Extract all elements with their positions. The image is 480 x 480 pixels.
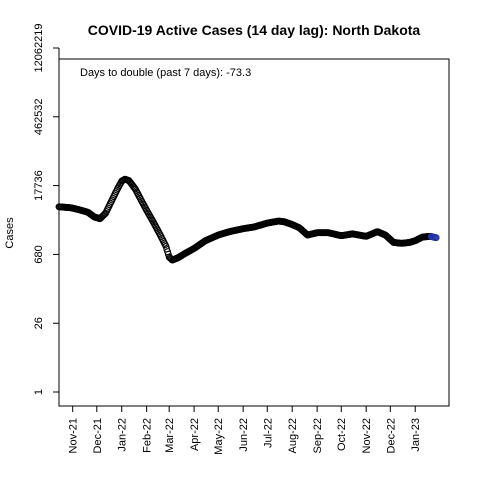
y-tick-label: 17736: [33, 170, 45, 201]
x-tick-label: Jun-22: [238, 418, 250, 452]
x-tick-label: Dec-21: [92, 418, 104, 453]
x-tick-label: Sep-22: [312, 418, 324, 453]
y-tick-label: 680: [33, 245, 45, 263]
y-tick-label: 1: [33, 389, 45, 395]
x-tick-label: Feb-22: [142, 418, 154, 453]
x-tick-label: Jul-22: [262, 418, 274, 448]
y-tick-label: 26: [33, 317, 45, 329]
y-tick-label: 462532: [33, 98, 45, 135]
data-point: [432, 234, 440, 242]
data-point: [130, 183, 138, 191]
x-tick-label: Nov-22: [361, 418, 373, 453]
y-axis: 1 26 680 17736 462532 12062219: [33, 24, 60, 395]
x-tick-label: Nov-21: [68, 418, 80, 453]
x-tick-label: Jan-22: [117, 418, 129, 452]
doubling-annotation: Days to double (past 7 days): -73.3: [80, 67, 251, 79]
y-axis-label: Cases: [4, 217, 16, 249]
y-tick-label: 12062219: [33, 24, 45, 73]
data-points: [55, 175, 440, 264]
plot-frame: [58, 58, 450, 407]
x-tick-label: Dec-22: [385, 418, 397, 453]
x-tick-label: Aug-22: [287, 418, 299, 453]
chart-title: COVID-19 Active Cases (14 day lag): Nort…: [88, 22, 421, 38]
x-tick-label: Oct-22: [336, 418, 348, 451]
x-tick-label: Apr-22: [189, 418, 201, 451]
x-axis: Nov-21 Dec-21 Jan-22 Feb-22 Mar-22 Apr-22 May-…: [68, 405, 422, 455]
x-tick-label: Mar-22: [164, 418, 176, 453]
x-tick-label: Jan-23: [410, 418, 422, 452]
x-tick-label: May-22: [213, 418, 225, 455]
